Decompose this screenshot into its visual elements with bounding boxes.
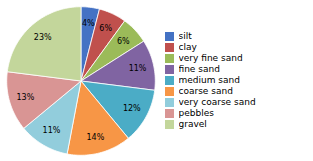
svg-text:6%: 6% xyxy=(99,24,112,33)
html-text:gravel: gravel xyxy=(178,119,207,129)
html-text:coarse sand: coarse sand xyxy=(178,86,233,96)
html-text:silt: silt xyxy=(178,31,192,41)
svg-text:11%: 11% xyxy=(129,64,147,73)
svg-text:6%: 6% xyxy=(117,37,130,46)
svg-text:13%: 13% xyxy=(16,93,34,102)
html-text:very fine sand: very fine sand xyxy=(178,53,243,63)
svg-text:23%: 23% xyxy=(34,33,52,42)
html-text:clay: clay xyxy=(178,42,197,52)
svg-text:12%: 12% xyxy=(123,104,141,113)
html-text:medium sand: medium sand xyxy=(178,75,240,85)
svg-text:14%: 14% xyxy=(87,133,105,142)
svg-text:11%: 11% xyxy=(43,126,61,135)
svg-text:4%: 4% xyxy=(82,19,95,28)
html-text:pebbles: pebbles xyxy=(178,108,214,118)
html-text:fine sand: fine sand xyxy=(178,64,220,74)
html-text:very coarse sand: very coarse sand xyxy=(178,97,256,107)
